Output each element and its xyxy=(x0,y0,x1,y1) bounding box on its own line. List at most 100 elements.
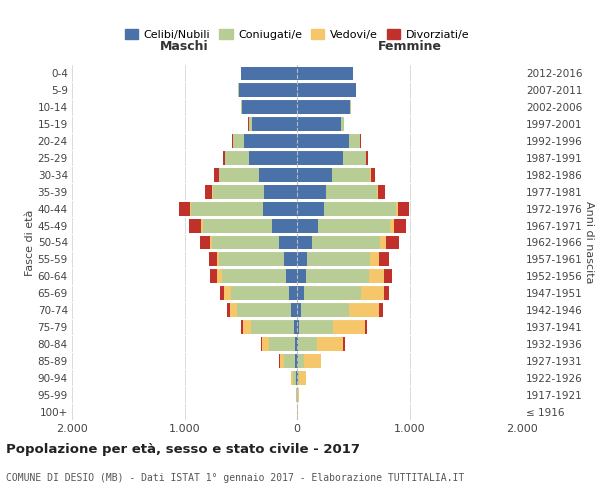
Bar xyxy=(383,270,392,283)
Bar xyxy=(371,168,375,182)
Bar xyxy=(298,337,317,351)
Bar xyxy=(217,252,220,266)
Text: Popolazione per età, sesso e stato civile - 2017: Popolazione per età, sesso e stato civil… xyxy=(6,442,360,456)
Bar xyxy=(369,270,383,283)
Bar xyxy=(297,66,353,80)
Legend: Celibi/Nubili, Coniugati/e, Vedovi/e, Divorziati/e: Celibi/Nubili, Coniugati/e, Vedovi/e, Di… xyxy=(121,24,473,44)
Bar xyxy=(297,354,298,368)
Y-axis label: Fasce di età: Fasce di età xyxy=(25,210,35,276)
Bar xyxy=(297,286,304,300)
Bar xyxy=(383,286,389,300)
Bar xyxy=(317,337,343,351)
Bar xyxy=(259,168,297,182)
Bar xyxy=(295,337,297,351)
Bar xyxy=(189,218,202,232)
Bar xyxy=(241,100,242,114)
Bar xyxy=(333,320,365,334)
Bar xyxy=(191,202,263,215)
Bar xyxy=(238,303,292,317)
Bar xyxy=(297,100,350,114)
Bar xyxy=(379,252,389,266)
Bar xyxy=(261,337,262,351)
Bar xyxy=(299,320,333,334)
Bar xyxy=(269,337,295,351)
Bar xyxy=(230,286,289,300)
Bar xyxy=(396,202,398,215)
Text: COMUNE DI DESIO (MB) - Dati ISTAT 1° gennaio 2017 - Elaborazione TUTTITALIA.IT: COMUNE DI DESIO (MB) - Dati ISTAT 1° gen… xyxy=(6,473,464,483)
Bar xyxy=(209,252,217,266)
Bar xyxy=(220,252,284,266)
Bar xyxy=(205,185,212,198)
Bar xyxy=(289,286,297,300)
Bar xyxy=(343,337,345,351)
Bar xyxy=(297,185,326,198)
Bar xyxy=(297,168,332,182)
Bar xyxy=(297,202,324,215)
Bar xyxy=(360,134,361,148)
Bar xyxy=(292,303,297,317)
Bar xyxy=(332,168,370,182)
Bar xyxy=(220,168,259,182)
Bar xyxy=(299,371,306,384)
Bar xyxy=(311,236,380,250)
Bar xyxy=(297,337,298,351)
Bar xyxy=(349,303,379,317)
Bar xyxy=(223,151,225,165)
Bar xyxy=(391,218,394,232)
Bar xyxy=(297,117,341,131)
Bar xyxy=(370,252,379,266)
Bar xyxy=(379,303,383,317)
Bar xyxy=(179,202,190,215)
Bar xyxy=(377,185,378,198)
Bar xyxy=(265,185,297,198)
Y-axis label: Anni di nascita: Anni di nascita xyxy=(584,201,594,284)
Bar xyxy=(251,320,293,334)
Bar xyxy=(380,236,386,250)
Bar xyxy=(262,337,269,351)
Bar xyxy=(301,303,349,317)
Bar xyxy=(291,371,293,384)
Bar xyxy=(279,236,297,250)
Bar xyxy=(297,84,355,98)
Bar xyxy=(293,371,296,384)
Bar xyxy=(386,236,400,250)
Bar xyxy=(224,286,230,300)
Bar xyxy=(214,168,219,182)
Bar xyxy=(326,185,377,198)
Bar xyxy=(296,371,297,384)
Bar xyxy=(319,218,391,232)
Bar xyxy=(248,117,252,131)
Bar xyxy=(202,218,203,232)
Bar xyxy=(242,100,297,114)
Bar xyxy=(252,117,297,131)
Bar xyxy=(350,100,351,114)
Bar xyxy=(293,320,297,334)
Bar xyxy=(212,185,265,198)
Bar xyxy=(365,320,367,334)
Bar xyxy=(286,270,297,283)
Bar xyxy=(280,354,284,368)
Bar xyxy=(343,151,365,165)
Bar xyxy=(241,320,243,334)
Bar xyxy=(295,354,297,368)
Bar xyxy=(232,134,233,148)
Text: Maschi: Maschi xyxy=(160,40,209,52)
Bar xyxy=(297,236,311,250)
Bar xyxy=(200,236,210,250)
Bar xyxy=(278,354,280,368)
Bar xyxy=(241,66,297,80)
Text: Femmine: Femmine xyxy=(377,40,442,52)
Bar xyxy=(297,252,307,266)
Bar xyxy=(244,134,297,148)
Bar xyxy=(210,236,212,250)
Bar xyxy=(220,286,224,300)
Bar xyxy=(284,252,297,266)
Bar xyxy=(297,320,299,334)
Bar xyxy=(307,252,370,266)
Bar xyxy=(297,270,306,283)
Bar xyxy=(230,303,238,317)
Bar xyxy=(304,286,361,300)
Bar xyxy=(297,151,343,165)
Bar xyxy=(239,84,297,98)
Bar xyxy=(217,270,221,283)
